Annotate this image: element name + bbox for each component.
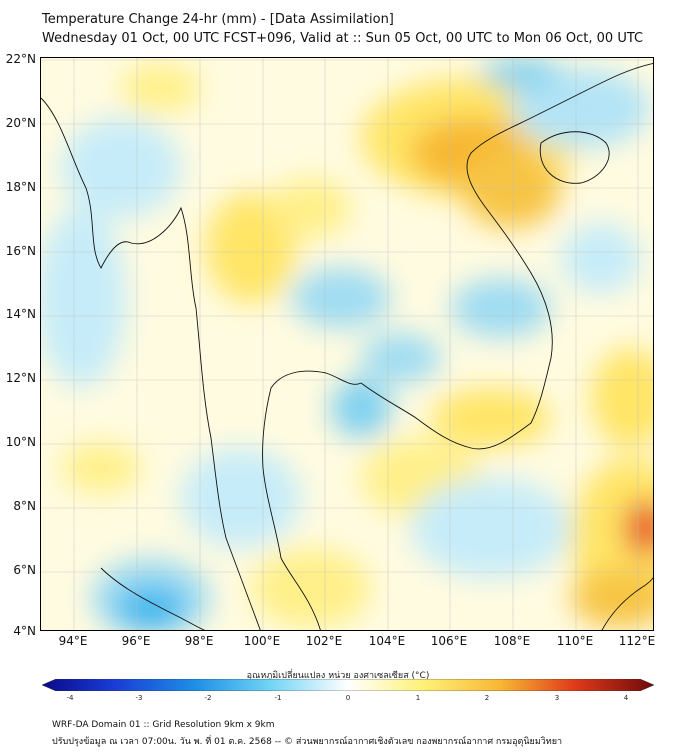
colorbar-tick: -3 — [135, 694, 143, 702]
lon-label: 102°E — [305, 634, 343, 648]
lat-label: 20°N — [5, 116, 36, 130]
lat-label: 6°N — [13, 563, 36, 577]
lat-label: 22°N — [5, 52, 36, 66]
lon-label: 108°E — [493, 634, 531, 648]
lat-label: 4°N — [13, 624, 36, 638]
lon-label: 96°E — [121, 634, 151, 648]
colorbar-tick: 0 — [345, 694, 351, 702]
lon-label: 110°E — [556, 634, 594, 648]
footer-credit: ปรับปรุงข้อมูล ณ เวลา 07:00น. วัน พ. ที่… — [52, 737, 563, 747]
lat-label: 12°N — [5, 371, 36, 385]
lon-label: 112°E — [618, 634, 656, 648]
lon-label: 98°E — [184, 634, 214, 648]
colorbar-tick: 1 — [415, 694, 421, 702]
colorbar-tick: -2 — [204, 694, 212, 702]
shaded-field — [41, 58, 653, 630]
map-panel — [40, 57, 654, 631]
colorbar-tick: 2 — [484, 694, 490, 702]
lat-label: 14°N — [5, 307, 36, 321]
colorbar-label: อุณหภูมิเปลี่ยนแปลง หน่วย องศาเซลเซียส (… — [246, 671, 430, 681]
temperature-field — [41, 58, 653, 630]
lon-label: 100°E — [243, 634, 281, 648]
colorbar-tick: -1 — [274, 694, 282, 702]
lat-label: 8°N — [13, 499, 36, 513]
lat-label: 18°N — [5, 180, 36, 194]
colorbar-tick: -4 — [66, 694, 74, 702]
map-subtitle: Wednesday 01 Oct, 00 UTC FCST+096, Valid… — [42, 31, 644, 46]
lon-label: 106°E — [430, 634, 468, 648]
footer-model-info: WRF-DA Domain 01 :: Grid Resolution 9km … — [52, 720, 275, 730]
map-title: Temperature Change 24-hr (mm) - [Data As… — [42, 12, 394, 27]
coastlines — [41, 63, 653, 630]
lon-label: 104°E — [368, 634, 406, 648]
colorbar — [42, 679, 654, 691]
lon-label: 94°E — [58, 634, 88, 648]
lat-label: 10°N — [5, 435, 36, 449]
colorbar-tick: 3 — [554, 694, 560, 702]
colorbar-tick: 4 — [623, 694, 629, 702]
gridlines — [41, 58, 653, 630]
lat-label: 16°N — [5, 244, 36, 258]
